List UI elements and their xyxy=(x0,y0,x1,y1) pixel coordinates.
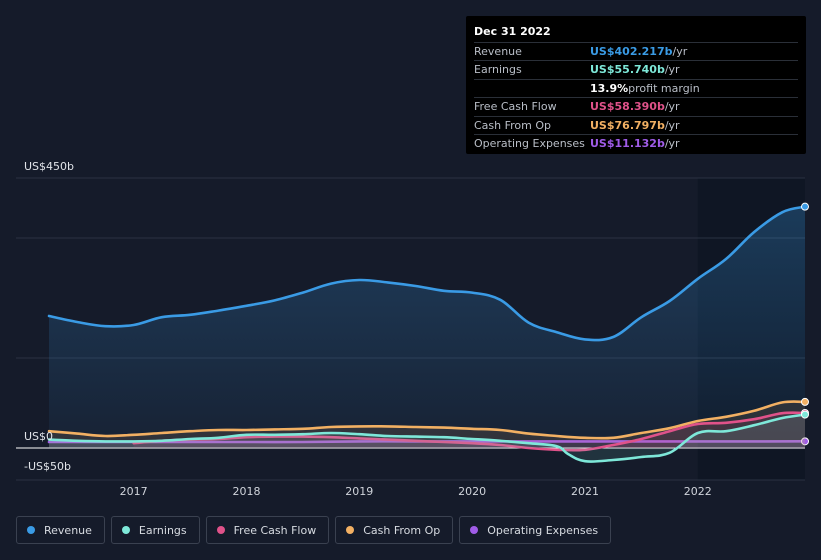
legend-dot-icon xyxy=(27,526,35,534)
revenue-line xyxy=(47,205,807,342)
tooltip-row-label: Operating Expenses xyxy=(474,136,585,150)
tooltip-row-value: US$76.797b xyxy=(590,118,665,132)
legend-label: Operating Expenses xyxy=(487,523,599,537)
tooltip-row: Cash From Op US$76.797b /yr xyxy=(474,115,798,134)
legend-label: Revenue xyxy=(44,523,92,537)
tooltip-row-label: Revenue xyxy=(474,45,522,58)
tooltip-row-value: US$402.217b xyxy=(590,45,673,58)
earnings-area xyxy=(49,414,805,462)
cash-from-op-end-point xyxy=(801,397,809,406)
legend-dot-icon xyxy=(470,526,479,534)
tooltip-row-label xyxy=(474,80,590,97)
y-axis-label: US$0 xyxy=(24,430,53,443)
tooltip-row-label: Earnings xyxy=(474,63,522,77)
tooltip-rows: Revenue US$402.217b /yr Earnings US$55.740b… xyxy=(474,42,798,152)
data-tooltip: Dec 31 2022 Revenue US$402.217b /yr Earnin… xyxy=(466,16,806,154)
x-tick-label: 2022 xyxy=(684,485,712,498)
x-tick-label: 2017 xyxy=(120,485,148,498)
tooltip-row-unit: /yr xyxy=(664,118,680,132)
earnings-line xyxy=(47,413,807,463)
legend-item[interactable]: Revenue xyxy=(16,516,105,544)
tooltip-row-value: 13.9% xyxy=(590,81,629,95)
x-tick-label: 2021 xyxy=(571,485,599,498)
tooltip-row-unit: profit margin xyxy=(628,81,700,95)
tooltip-row: 13.9% profit margin xyxy=(474,78,798,97)
legend: Revenue Earnings Free Cash Flow Cash From O… xyxy=(16,516,612,546)
tooltip-row: Operating Expenses US$11.132b /yr xyxy=(474,133,798,152)
x-tick-label: 2018 xyxy=(232,485,260,498)
tooltip-row-value: US$58.390b xyxy=(590,100,665,114)
legend-item[interactable]: Free Cash Flow xyxy=(205,516,330,544)
tooltip-row: Revenue US$402.217b /yr xyxy=(474,42,798,60)
tooltip-date: Dec 31 2022 xyxy=(474,25,551,38)
legend-dot-icon xyxy=(216,526,225,534)
cash-from-op-line xyxy=(47,400,807,440)
tooltip-row-unit: /yr xyxy=(672,45,688,58)
tooltip-row-unit: /yr xyxy=(664,63,680,77)
tooltip-row-label: Free Cash Flow xyxy=(474,100,557,114)
free-cash-flow-line xyxy=(132,411,807,452)
earnings-end-point xyxy=(801,410,809,419)
revenue-end-point xyxy=(801,202,809,211)
x-tick-label: 2019 xyxy=(345,485,373,498)
operating-expenses-end-point xyxy=(801,437,809,446)
legend-label: Free Cash Flow xyxy=(233,523,317,537)
tooltip-row-value: US$55.740b xyxy=(590,63,665,77)
tooltip-row: Free Cash Flow US$58.390b /yr xyxy=(474,97,798,115)
legend-label: Earnings xyxy=(138,523,187,537)
legend-item[interactable]: Cash From Op xyxy=(335,516,454,544)
legend-dot-icon xyxy=(346,526,355,534)
y-axis-label: US$450b xyxy=(24,160,74,173)
tooltip-row-unit: /yr xyxy=(664,136,680,150)
legend-dot-icon xyxy=(121,526,130,534)
y-axis-label: -US$50b xyxy=(24,460,71,473)
x-tick-label: 2020 xyxy=(458,485,486,498)
legend-item[interactable]: Earnings xyxy=(110,516,200,544)
tooltip-row-unit: /yr xyxy=(664,100,680,114)
legend-label: Cash From Op xyxy=(363,523,441,537)
tooltip-row-value: US$11.132b xyxy=(590,136,665,150)
legend-item[interactable]: Operating Expenses xyxy=(459,516,612,544)
revenue-area xyxy=(49,206,805,448)
series-layer xyxy=(47,202,809,463)
axis-layer: US$450b US$0 -US$50b 2017 2018 2019 2020 2021 20… xyxy=(24,160,712,498)
tooltip-row: Earnings US$55.740b /yr xyxy=(474,60,798,78)
tooltip-row-label: Cash From Op xyxy=(474,118,552,132)
